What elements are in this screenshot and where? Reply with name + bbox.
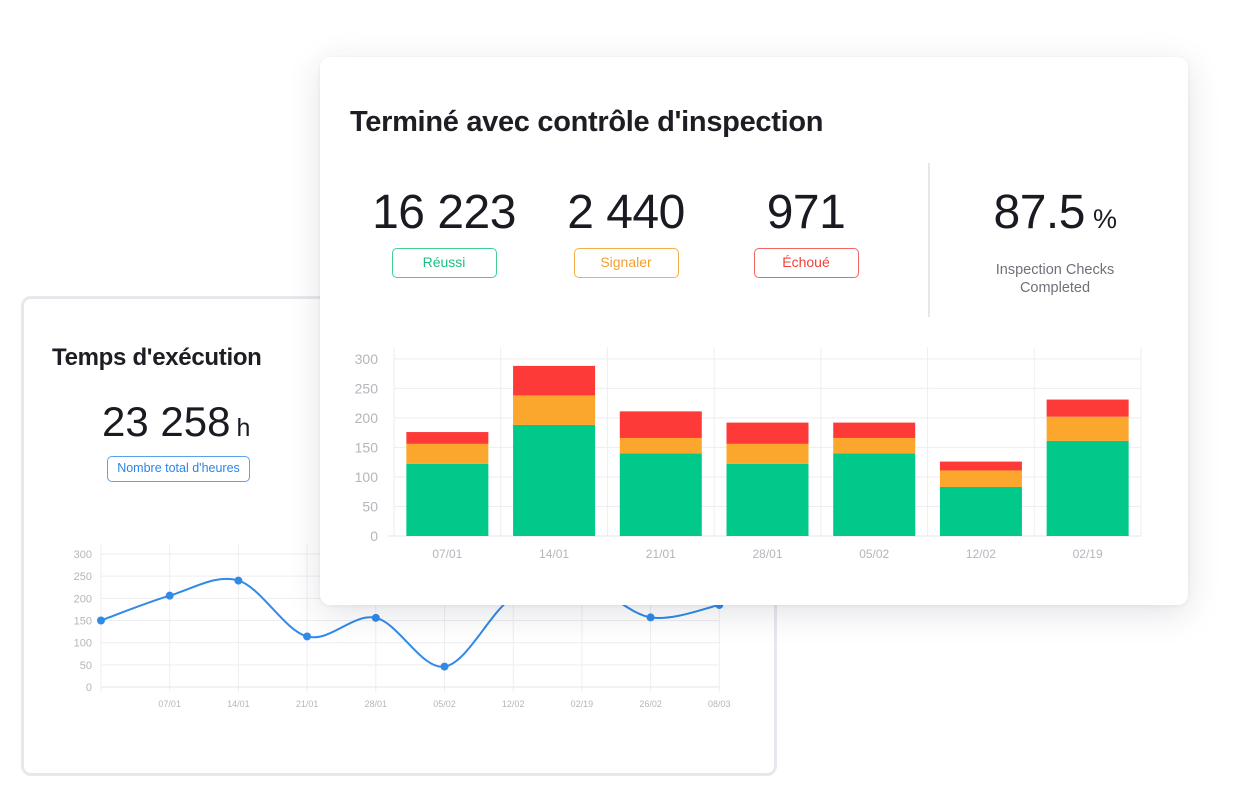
- line-x-tick-label: 26/02: [639, 699, 662, 709]
- bar-x-tick-label: 14/01: [539, 547, 569, 561]
- bar-y-tick-label: 100: [355, 469, 379, 485]
- bar-segment-failed: [513, 365, 596, 396]
- completion-unit: %: [1092, 204, 1117, 234]
- bar-segment-passed: [619, 453, 702, 536]
- bar-y-tick-label: 0: [370, 528, 378, 544]
- runtime-total: 23 258 h: [102, 398, 250, 446]
- bar-segment-passed: [726, 463, 809, 536]
- bar-segment-flagged: [513, 395, 596, 425]
- line-data-point: [165, 591, 174, 600]
- inspection-title: Terminé avec contrôle d'inspection: [350, 106, 824, 138]
- failed-badge[interactable]: Échoué: [753, 248, 859, 278]
- bar-y-tick-label: 300: [355, 351, 379, 367]
- inspection-bar-chart: 0 50 100 150 200 250 300 07/01 14/01 21/01 28/01 05…: [355, 347, 1142, 561]
- line-data-point: [97, 616, 105, 625]
- line-x-tick-label: 21/01: [296, 699, 319, 709]
- bar-segment-flagged: [406, 443, 489, 464]
- line-x-tick-label: 08/03: [708, 699, 731, 709]
- line-x-tick-label: 12/02: [502, 699, 525, 709]
- bar-segment-flagged: [726, 443, 809, 464]
- bar-y-tick-label: 50: [362, 498, 378, 514]
- line-y-tick-label: 300: [74, 549, 92, 561]
- flagged-value: 2 440: [567, 186, 685, 239]
- inspection-card: Terminé avec contrôle d'inspection 16 22…: [320, 57, 1188, 605]
- passed-stat: 16 223 Réussi: [349, 187, 539, 278]
- passed-value: 16 223: [372, 186, 516, 239]
- bar-segment-flagged: [619, 437, 702, 454]
- line-y-tick-label: 0: [86, 682, 92, 694]
- bar-x-tick-label: 05/02: [859, 547, 889, 561]
- passed-badge[interactable]: Réussi: [391, 248, 497, 278]
- line-data-point: [646, 613, 655, 622]
- stats-divider: [928, 163, 930, 317]
- line-x-tick-label: 28/01: [365, 699, 388, 709]
- bar-segment-failed: [726, 422, 809, 444]
- line-x-tick-label: 14/01: [227, 699, 250, 709]
- runtime-title: Temps d'exécution: [52, 344, 262, 371]
- bar-x-tick-label: 12/02: [966, 547, 996, 561]
- bar-segment-passed: [1046, 440, 1129, 536]
- bar-y-tick-label: 200: [355, 410, 379, 426]
- line-y-tick-label: 50: [80, 660, 92, 672]
- completion-caption-line1: Inspection Checks: [995, 262, 1115, 278]
- flagged-badge[interactable]: Signaler: [573, 248, 679, 278]
- bar-segment-failed: [406, 432, 489, 444]
- line-data-point: [303, 632, 312, 641]
- line-data-point: [371, 613, 380, 622]
- completion-caption-line2: Completed: [1019, 280, 1091, 296]
- bar-segment-passed: [406, 463, 489, 536]
- bar-x-tick-label: 02/19: [1073, 547, 1103, 561]
- line-y-tick-label: 200: [74, 593, 92, 605]
- line-data-point: [234, 576, 243, 585]
- bar-y-tick-label: 250: [355, 380, 379, 396]
- total-hours-badge[interactable]: Nombre total d'heures: [107, 456, 250, 482]
- bar-segment-flagged: [833, 437, 916, 454]
- bar-x-tick-label: 28/01: [752, 547, 782, 561]
- completion-value-row: 87.5%: [946, 185, 1164, 247]
- failed-value: 971: [766, 186, 846, 239]
- line-x-tick-label: 05/02: [433, 699, 456, 709]
- completion-stat: 87.5% Inspection Checks Completed: [946, 185, 1164, 297]
- line-x-tick-label: 02/19: [571, 699, 594, 709]
- completion-caption: Inspection Checks Completed: [946, 261, 1164, 297]
- bar-segment-flagged: [1046, 416, 1129, 441]
- failed-stat: 971 Échoué: [711, 187, 901, 278]
- line-x-tick-label: 07/01: [158, 699, 181, 709]
- line-y-tick-label: 150: [74, 616, 92, 628]
- bar-segment-passed: [939, 486, 1022, 536]
- bar-x-tick-label: 07/01: [432, 547, 462, 561]
- bar-y-tick-label: 150: [355, 439, 379, 455]
- bar-segment-failed: [833, 422, 916, 438]
- bar-segment-flagged: [939, 470, 1022, 487]
- bar-segment-failed: [939, 461, 1022, 471]
- line-y-tick-label: 100: [74, 638, 92, 650]
- bar-segment-passed: [833, 453, 916, 536]
- bar-segment-passed: [513, 424, 596, 536]
- flagged-stat: 2 440 Signaler: [531, 187, 721, 278]
- bar-segment-failed: [619, 411, 702, 438]
- runtime-total-unit: h: [236, 414, 251, 442]
- line-data-point: [440, 662, 449, 671]
- bar-segment-failed: [1046, 399, 1129, 417]
- bar-x-tick-label: 21/01: [646, 547, 676, 561]
- line-y-tick-label: 250: [74, 571, 92, 583]
- completion-value: 87.5: [993, 186, 1086, 239]
- runtime-total-value: 23 258: [102, 398, 231, 445]
